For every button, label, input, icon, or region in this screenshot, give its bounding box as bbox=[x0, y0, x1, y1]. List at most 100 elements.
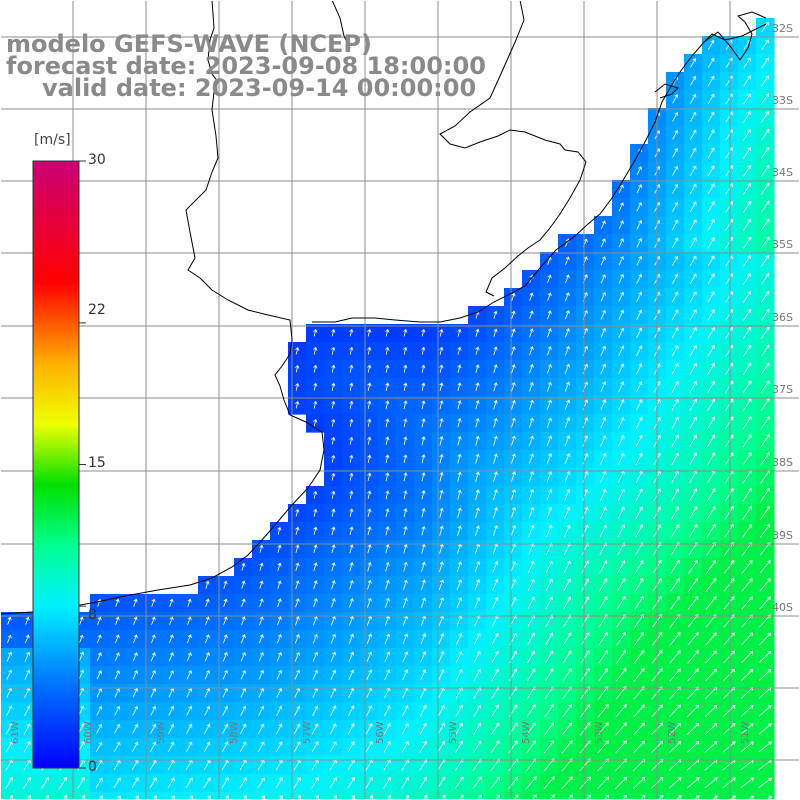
wind-arrow bbox=[132, 687, 138, 698]
wind-arrow bbox=[239, 741, 247, 753]
wind-arrow bbox=[671, 345, 679, 357]
wind-speed-cell bbox=[252, 756, 271, 775]
wind-arrow bbox=[546, 363, 552, 374]
wind-speed-cell bbox=[702, 522, 721, 541]
wind-arrow bbox=[686, 722, 700, 735]
wind-speed-cell bbox=[18, 792, 37, 800]
wind-speed-cell bbox=[378, 720, 397, 739]
wind-arrow bbox=[636, 166, 642, 176]
wind-arrow bbox=[493, 328, 498, 337]
wind-arrow bbox=[687, 632, 699, 646]
wind-arrow bbox=[186, 670, 192, 680]
wind-arrow bbox=[421, 507, 426, 518]
wind-arrow bbox=[438, 633, 445, 645]
wind-speed-cell bbox=[486, 648, 505, 667]
wind-speed-cell bbox=[288, 738, 307, 757]
wind-speed-cell bbox=[702, 702, 721, 721]
wind-speed-cell bbox=[630, 198, 649, 217]
wind-arrow bbox=[672, 94, 679, 104]
wind-arrow bbox=[421, 346, 426, 355]
wind-speed-cell bbox=[558, 612, 577, 631]
wind-speed-cell bbox=[702, 234, 721, 253]
wind-arrow bbox=[133, 598, 138, 607]
wind-speed-cell bbox=[684, 198, 703, 217]
wind-speed-cell bbox=[630, 414, 649, 433]
wind-speed-cell bbox=[504, 738, 523, 757]
wind-arrow bbox=[669, 632, 681, 646]
wind-arrow bbox=[349, 508, 354, 517]
wind-speed-cell bbox=[522, 612, 541, 631]
wind-arrow bbox=[6, 669, 13, 680]
wind-arrow bbox=[599, 524, 607, 538]
wind-arrow bbox=[385, 526, 390, 536]
wind-speed-cell bbox=[612, 288, 631, 307]
wind-arrow bbox=[295, 562, 300, 572]
wind-arrow bbox=[456, 597, 463, 609]
wind-arrow bbox=[707, 398, 716, 412]
wind-speed-cell bbox=[576, 576, 595, 595]
wind-speed-cell bbox=[36, 792, 55, 800]
wind-speed-cell bbox=[684, 90, 703, 109]
wind-speed-cell bbox=[666, 324, 685, 343]
wind-speed-cell bbox=[720, 540, 739, 559]
wind-arrow bbox=[439, 418, 444, 428]
wind-arrow bbox=[383, 776, 391, 789]
wind-speed-cell bbox=[738, 792, 757, 800]
wind-speed-cell bbox=[486, 702, 505, 721]
wind-speed-cell bbox=[288, 756, 307, 775]
wind-arrow bbox=[704, 722, 718, 735]
wind-speed-cell bbox=[630, 360, 649, 379]
wind-arrow bbox=[546, 471, 553, 483]
wind-arrow bbox=[740, 741, 754, 753]
wind-speed-cell bbox=[594, 774, 613, 793]
wind-arrow bbox=[747, 795, 755, 800]
lon-label: 58W bbox=[229, 721, 240, 744]
wind-speed-cell bbox=[612, 648, 631, 667]
wind-arrow bbox=[241, 598, 246, 608]
wind-arrow bbox=[525, 776, 537, 790]
wind-arrow bbox=[689, 291, 697, 303]
wind-speed-cell bbox=[702, 432, 721, 451]
wind-speed-cell bbox=[684, 288, 703, 307]
wind-arrow bbox=[203, 741, 211, 752]
wind-arrow bbox=[511, 328, 516, 338]
wind-speed-cell bbox=[720, 432, 739, 451]
wind-arrow bbox=[421, 382, 426, 391]
wind-speed-cell bbox=[504, 594, 523, 613]
wind-arrow bbox=[421, 525, 426, 536]
wind-speed-cell bbox=[720, 396, 739, 415]
wind-speed-cell bbox=[540, 630, 559, 649]
wind-arrow bbox=[441, 794, 446, 800]
wind-arrow bbox=[743, 164, 752, 177]
wind-arrow bbox=[616, 632, 626, 646]
lake-shore bbox=[485, 149, 587, 297]
wind-speed-cell bbox=[558, 738, 577, 757]
wind-arrow bbox=[490, 740, 500, 754]
wind-speed-cell bbox=[396, 720, 415, 739]
wind-speed-cell bbox=[288, 720, 307, 739]
wind-speed-cell bbox=[18, 756, 37, 775]
wind-arrow bbox=[740, 705, 754, 717]
wind-arrow bbox=[403, 472, 408, 482]
wind-arrow bbox=[438, 579, 444, 591]
wind-speed-cell bbox=[540, 684, 559, 703]
wind-speed-cell bbox=[144, 720, 163, 739]
wind-arrow bbox=[294, 651, 300, 662]
wind-speed-cell bbox=[288, 774, 307, 793]
wind-arrow bbox=[257, 777, 265, 789]
wind-speed-cell bbox=[414, 720, 433, 739]
wind-speed-cell bbox=[612, 594, 631, 613]
wind-arrow bbox=[760, 487, 770, 502]
wind-arrow bbox=[475, 489, 480, 501]
wind-arrow bbox=[475, 471, 480, 483]
wind-speed-cell bbox=[324, 720, 343, 739]
wind-arrow bbox=[543, 776, 555, 790]
wind-speed-cell bbox=[450, 702, 469, 721]
wind-arrow bbox=[439, 561, 444, 573]
wind-arrow bbox=[687, 595, 699, 610]
wind-speed-cell bbox=[486, 738, 505, 757]
wind-arrow bbox=[564, 328, 570, 338]
wind-speed-cell bbox=[666, 234, 685, 253]
wind-speed-cell bbox=[684, 648, 703, 667]
lat-label: 35S bbox=[772, 238, 793, 251]
